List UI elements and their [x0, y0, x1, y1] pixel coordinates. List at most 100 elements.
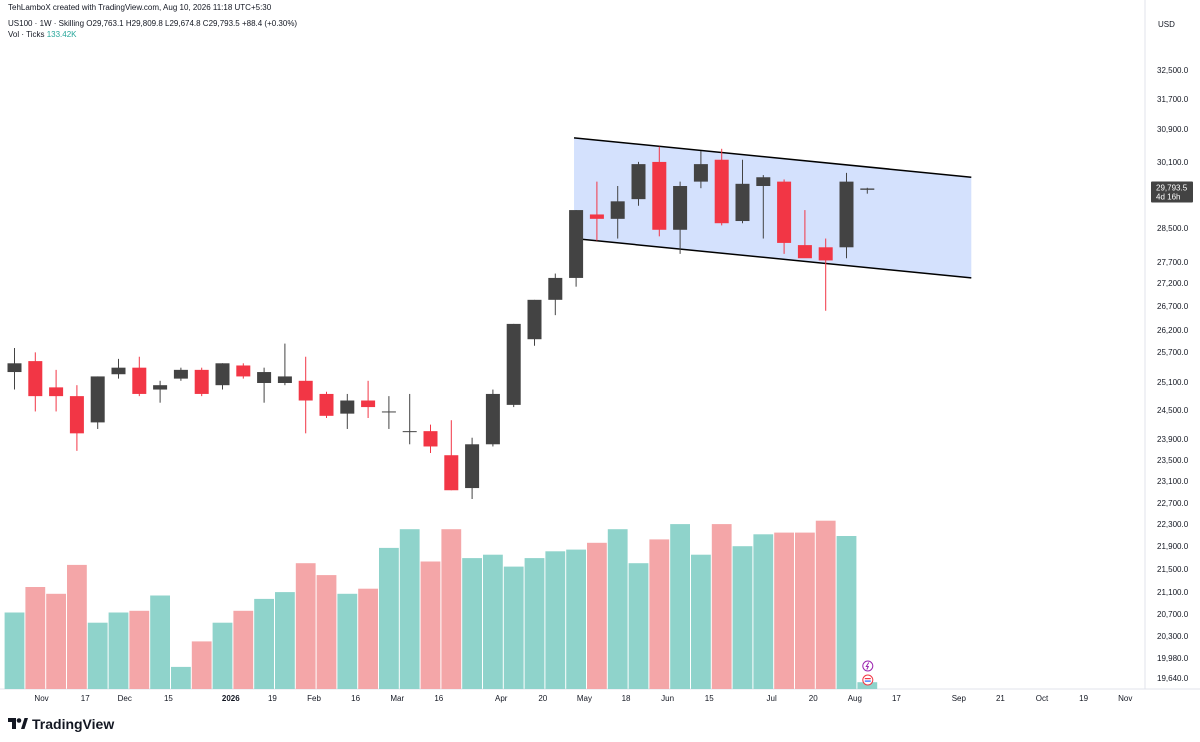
currency-label[interactable]: USD — [1158, 20, 1175, 29]
time-tick-label: 21 — [996, 694, 1005, 703]
volume-label[interactable]: Vol · Ticks — [8, 30, 45, 39]
price-tick-label: 32,500.0 — [1157, 66, 1189, 75]
event-markers[interactable] — [862, 660, 874, 686]
candle-body — [797, 245, 812, 259]
time-tick-label: Aug — [848, 694, 862, 703]
candle-body — [340, 400, 355, 414]
volume-bar — [711, 524, 732, 689]
last-price-box — [1151, 181, 1193, 203]
time-tick-label: Nov — [34, 694, 48, 703]
volume-bar — [420, 561, 441, 689]
channel-fill — [574, 137, 972, 278]
volume-bar — [691, 554, 711, 689]
volume-bar — [150, 595, 170, 689]
time-tick-label: Dec — [118, 694, 132, 703]
candle-body — [465, 444, 480, 489]
channel-drawing[interactable] — [573, 137, 972, 279]
tradingview-logo[interactable]: TradingView — [8, 716, 114, 732]
candle-body — [860, 188, 875, 190]
price-axis[interactable]: USD 32,500.031,700.030,900.030,100.029,3… — [1157, 20, 1189, 683]
time-tick-label: 20 — [538, 694, 547, 703]
volume-bar — [503, 566, 524, 689]
volume-value: 133.42K — [46, 30, 77, 39]
time-tick-label: 15 — [164, 694, 173, 703]
price-tick-label: 21,500.0 — [1157, 565, 1189, 574]
candle-body — [361, 400, 376, 408]
bar-countdown: 4d 16h — [1156, 192, 1180, 201]
candle-body — [756, 177, 771, 187]
volume-bar — [628, 563, 649, 689]
time-tick-label: Mar — [390, 694, 404, 703]
candle-body — [548, 277, 563, 300]
candle-body — [673, 186, 688, 230]
candle-body — [589, 214, 604, 219]
candle-body — [818, 247, 833, 261]
last-price-value: 29,793.5 — [1156, 183, 1188, 192]
volume-bar — [171, 666, 191, 689]
volume-bar — [774, 532, 794, 689]
volume-bar — [25, 587, 46, 689]
flag-stripe — [864, 680, 871, 682]
candle-body — [610, 201, 625, 219]
candle-body — [90, 376, 105, 423]
volume-bar — [545, 551, 566, 689]
candlesticks — [7, 146, 875, 499]
price-tick-label: 21,100.0 — [1157, 588, 1189, 597]
volume-bar — [649, 539, 670, 689]
candle-body — [423, 431, 438, 447]
candle-body — [7, 363, 22, 373]
candle-body — [173, 369, 188, 379]
volume-bar — [4, 612, 25, 689]
price-tick-label: 30,900.0 — [1157, 125, 1189, 134]
time-tick-label: 2026 — [222, 694, 240, 703]
candle-body — [49, 387, 64, 397]
price-tick-label: 23,100.0 — [1157, 477, 1189, 486]
last-price-label: 29,793.54d 16h — [1151, 181, 1193, 203]
time-tick-label: 19 — [268, 694, 277, 703]
volume-bar — [295, 563, 316, 689]
volume-bar — [670, 524, 690, 689]
volume-bar — [254, 598, 274, 689]
us-flag-icon[interactable] — [862, 674, 874, 686]
volume-bar — [46, 593, 66, 689]
volume-bar — [566, 549, 586, 689]
volume-bar — [337, 593, 358, 689]
candle-body — [652, 161, 667, 230]
volume-bar — [441, 529, 462, 689]
volume-bar — [87, 622, 108, 689]
candle-body — [277, 376, 292, 383]
time-tick-label: 16 — [351, 694, 360, 703]
volume-bar — [462, 558, 482, 689]
tradingview-logo-icon — [8, 718, 28, 729]
volume-bar — [129, 610, 150, 689]
flag-stripe — [864, 678, 871, 680]
time-tick-label: Jul — [767, 694, 777, 703]
price-tick-label: 19,980.0 — [1157, 654, 1189, 663]
candle-body — [381, 411, 396, 413]
volume-bar — [316, 575, 337, 689]
candle-body — [194, 369, 209, 394]
time-tick-label: 17 — [892, 694, 901, 703]
candle-body — [444, 455, 459, 491]
volume-bars — [4, 520, 878, 689]
candle-body — [485, 393, 500, 445]
volume-bar — [358, 588, 378, 689]
price-tick-label: 22,300.0 — [1157, 520, 1189, 529]
candle-body — [527, 299, 542, 340]
price-tick-label: 23,900.0 — [1157, 435, 1189, 444]
time-axis[interactable]: Nov 17 Dec 15 2026 19 Feb 16 Mar 16 Apr 20 May 18 Jun 1… — [34, 694, 1132, 703]
candle-body — [153, 385, 168, 390]
volume-bar — [857, 682, 878, 689]
time-tick-label: May — [577, 694, 592, 703]
price-tick-label: 26,200.0 — [1157, 326, 1189, 335]
volume-bar — [108, 612, 129, 689]
volume-bar — [275, 592, 295, 689]
symbol-label[interactable]: US100 · 1W · Skilling — [8, 19, 85, 28]
candle-body — [298, 380, 313, 401]
price-tick-label: 31,700.0 — [1157, 95, 1189, 104]
volume-bar — [815, 520, 836, 689]
time-tick-label: Oct — [1036, 694, 1049, 703]
price-tick-label: 20,300.0 — [1157, 632, 1189, 641]
candle-body — [215, 363, 230, 386]
